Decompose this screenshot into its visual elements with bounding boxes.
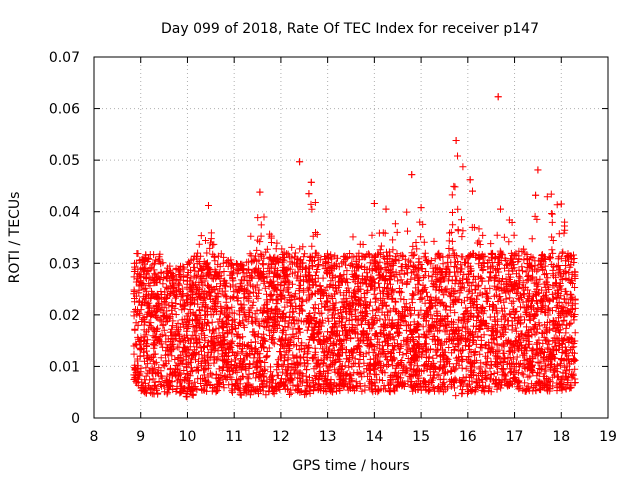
outlier-point xyxy=(382,205,390,213)
axis-ticks: 8 9 10 11 12 13 14 15 16 17 18 19 0 0.01 0.02 0.03 0.04 0… xyxy=(49,50,617,445)
y-tick-label: 0.07 xyxy=(49,50,80,66)
x-tick-label: 15 xyxy=(412,429,430,445)
outlier-point xyxy=(408,171,416,179)
x-tick-label: 17 xyxy=(506,429,524,445)
x-tick-label: 12 xyxy=(272,429,290,445)
outlier-point xyxy=(296,158,304,166)
y-tick-label: 0 xyxy=(71,411,80,427)
outlier-point xyxy=(256,188,264,196)
y-tick-label: 0.01 xyxy=(49,359,80,375)
outlier-point xyxy=(370,199,378,207)
y-tick-label: 0.04 xyxy=(49,205,80,221)
y-tick-label: 0.05 xyxy=(49,153,80,169)
y-tick-label: 0.06 xyxy=(49,102,80,118)
outlier-point xyxy=(494,93,502,101)
x-tick-label: 10 xyxy=(179,429,197,445)
x-axis-title: GPS time / hours xyxy=(292,458,409,474)
x-tick-label: 16 xyxy=(459,429,477,445)
outlier-point xyxy=(417,204,425,212)
x-tick-label: 8 xyxy=(90,429,99,445)
chart-title: Day 099 of 2018, Rate Of TEC Index for r… xyxy=(161,21,539,37)
outlier-point xyxy=(452,137,460,145)
y-tick-label: 0.02 xyxy=(49,308,80,324)
x-tick-label: 13 xyxy=(319,429,337,445)
outlier-point xyxy=(204,202,212,210)
outlier-point xyxy=(307,178,315,186)
x-tick-label: 14 xyxy=(365,429,383,445)
outlier-point xyxy=(454,152,462,160)
outlier-point xyxy=(532,191,540,199)
outlier-point xyxy=(534,166,542,174)
scatter-points xyxy=(130,93,579,401)
y-axis-title: ROTI / TECUs xyxy=(7,192,23,284)
outlier-point xyxy=(305,190,313,198)
outlier-point xyxy=(466,176,474,184)
data-points xyxy=(130,93,579,401)
plot-frame xyxy=(93,56,609,419)
x-tick-label: 18 xyxy=(552,429,570,445)
x-tick-label: 9 xyxy=(136,429,145,445)
x-tick-label: 11 xyxy=(225,429,243,445)
outlier-point xyxy=(497,205,505,213)
outlier-point xyxy=(468,187,476,195)
x-tick-label: 19 xyxy=(599,429,617,445)
y-tick-label: 0.03 xyxy=(49,256,80,272)
outlier-point xyxy=(557,200,565,208)
